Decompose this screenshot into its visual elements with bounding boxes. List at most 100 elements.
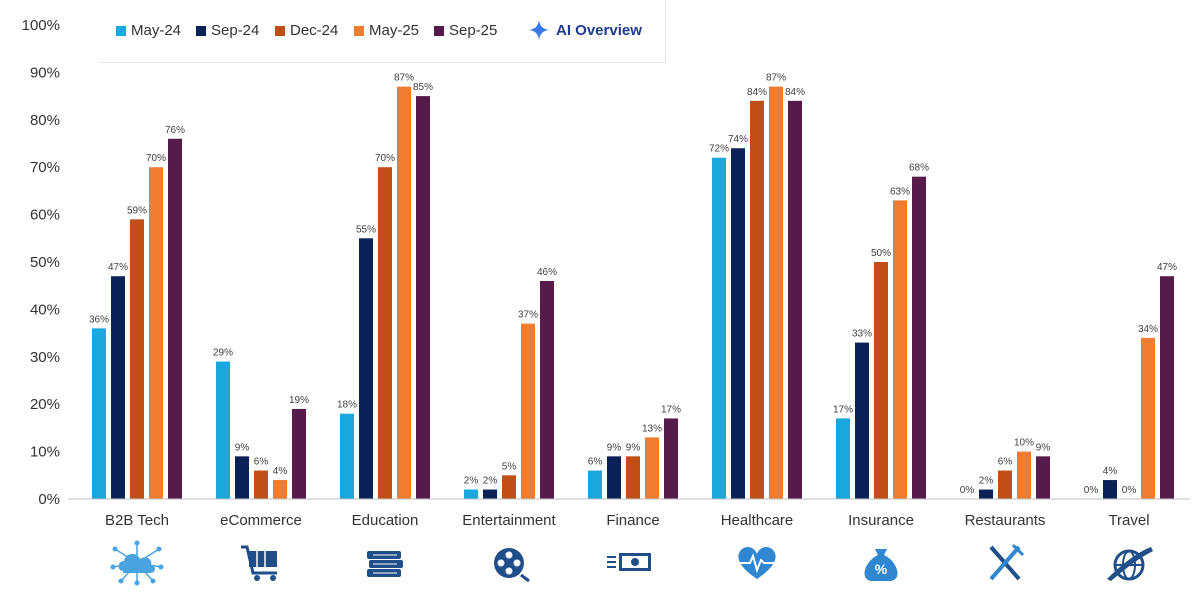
- y-tick-label: 10%: [30, 444, 60, 461]
- bar-value-label: 34%: [1138, 324, 1158, 335]
- legend-swatch: [434, 25, 444, 36]
- bar: [254, 470, 268, 499]
- bar: [664, 418, 678, 499]
- legend-swatch: [275, 25, 285, 36]
- y-tick-label: 80%: [30, 112, 60, 129]
- bar: [378, 167, 392, 499]
- bar: [874, 262, 888, 499]
- bar-value-label: 74%: [728, 134, 748, 145]
- x-category-label: Restaurants: [965, 512, 1046, 529]
- bar: [464, 489, 478, 499]
- bar-value-label: 4%: [273, 466, 288, 477]
- bar: [769, 86, 783, 500]
- bar-value-label: 0%: [1084, 485, 1099, 496]
- y-tick-label: 20%: [30, 396, 60, 413]
- bar: [92, 328, 106, 499]
- bar-value-label: 17%: [661, 404, 681, 415]
- bar-value-label: 72%: [709, 144, 729, 155]
- bar-value-label: 29%: [213, 348, 233, 359]
- bar-value-label: 9%: [235, 442, 250, 453]
- legend-label: Sep-24: [211, 22, 260, 39]
- bar: [521, 323, 535, 499]
- legend-item: May-25: [354, 22, 419, 39]
- bar-value-label: 84%: [785, 87, 805, 98]
- bar-value-label: 19%: [289, 395, 309, 406]
- legend-swatch: [354, 25, 364, 36]
- bar-value-label: 47%: [108, 262, 128, 273]
- x-axis-labels: B2B Tech eCommerce Education Entertainment F…: [105, 512, 1150, 529]
- bar-value-label: 2%: [464, 476, 479, 487]
- bar: [1160, 276, 1174, 499]
- bar: [788, 100, 802, 499]
- bar-value-label: 0%: [1122, 485, 1137, 496]
- bar: [1036, 456, 1050, 499]
- bar-value-label: 70%: [375, 153, 395, 164]
- bar: [912, 176, 926, 499]
- bar-value-label: 70%: [146, 153, 166, 164]
- bar: [712, 157, 726, 499]
- bar: [1103, 480, 1117, 499]
- bar-value-label: 76%: [165, 125, 185, 136]
- bar-value-label: 46%: [537, 267, 557, 278]
- bar-value-label: 18%: [337, 400, 357, 411]
- bar: [998, 470, 1012, 499]
- bar: [483, 489, 497, 499]
- legend-label: May-25: [369, 22, 420, 39]
- x-category-label: B2B Tech: [105, 512, 169, 529]
- bar-value-label: 84%: [747, 87, 767, 98]
- bar: [111, 276, 125, 499]
- bar-labels: 36%47%59%70%76%29%9%6%4%19% 18%55%70%87%8…: [89, 73, 1177, 496]
- bar-value-label: 87%: [766, 73, 786, 84]
- x-category-label: Travel: [1108, 512, 1149, 529]
- bar-value-label: 4%: [1103, 466, 1118, 477]
- books-icon: [367, 551, 403, 577]
- bar-value-label: 6%: [588, 457, 603, 468]
- bar: [893, 200, 907, 499]
- x-category-label: Finance: [606, 512, 659, 529]
- bar: [731, 148, 745, 500]
- y-tick-label: 60%: [30, 207, 60, 224]
- bar-value-label: 55%: [356, 224, 376, 235]
- legend-item: Sep-24: [196, 22, 259, 39]
- globe-plane-icon: [1107, 547, 1153, 581]
- legend: May-24 Sep-24 Dec-24 May-25 Sep-25: [100, 0, 666, 63]
- y-tick-label: 0%: [38, 491, 60, 508]
- x-category-label: Insurance: [848, 512, 914, 529]
- bars: [92, 86, 1174, 500]
- bar: [273, 480, 287, 499]
- legend-label: May-24: [131, 22, 182, 39]
- bar-value-label: 50%: [871, 248, 891, 259]
- bar: [1141, 337, 1155, 499]
- legend-label: Sep-25: [449, 22, 498, 39]
- legend-item: Dec-24: [275, 22, 338, 39]
- x-category-label: eCommerce: [220, 512, 302, 529]
- legend-swatch: [196, 25, 206, 36]
- svg-text:%: %: [875, 561, 888, 577]
- x-category-label: Entertainment: [462, 512, 556, 529]
- bar: [588, 470, 602, 499]
- bar: [340, 413, 354, 499]
- y-tick-label: 70%: [30, 159, 60, 176]
- bar: [836, 418, 850, 499]
- x-category-label: Education: [352, 512, 419, 529]
- bar: [149, 167, 163, 499]
- bar: [416, 96, 430, 499]
- bar: [235, 456, 249, 499]
- y-tick-label: 40%: [30, 301, 60, 318]
- bar-value-label: 6%: [998, 457, 1013, 468]
- bar-value-label: 68%: [909, 163, 929, 174]
- bar: [645, 437, 659, 499]
- bar: [750, 100, 764, 499]
- bar: [1017, 451, 1031, 499]
- legend-item: May-24: [116, 22, 181, 39]
- bar-value-label: 17%: [833, 404, 853, 415]
- bar: [979, 489, 993, 499]
- bar-value-label: 9%: [626, 442, 641, 453]
- film-reel-icon: [494, 548, 530, 583]
- bar: [292, 408, 306, 499]
- y-tick-label: 30%: [30, 349, 60, 366]
- bar-value-label: 2%: [483, 476, 498, 487]
- bar-value-label: 36%: [89, 314, 109, 325]
- bar: [216, 361, 230, 499]
